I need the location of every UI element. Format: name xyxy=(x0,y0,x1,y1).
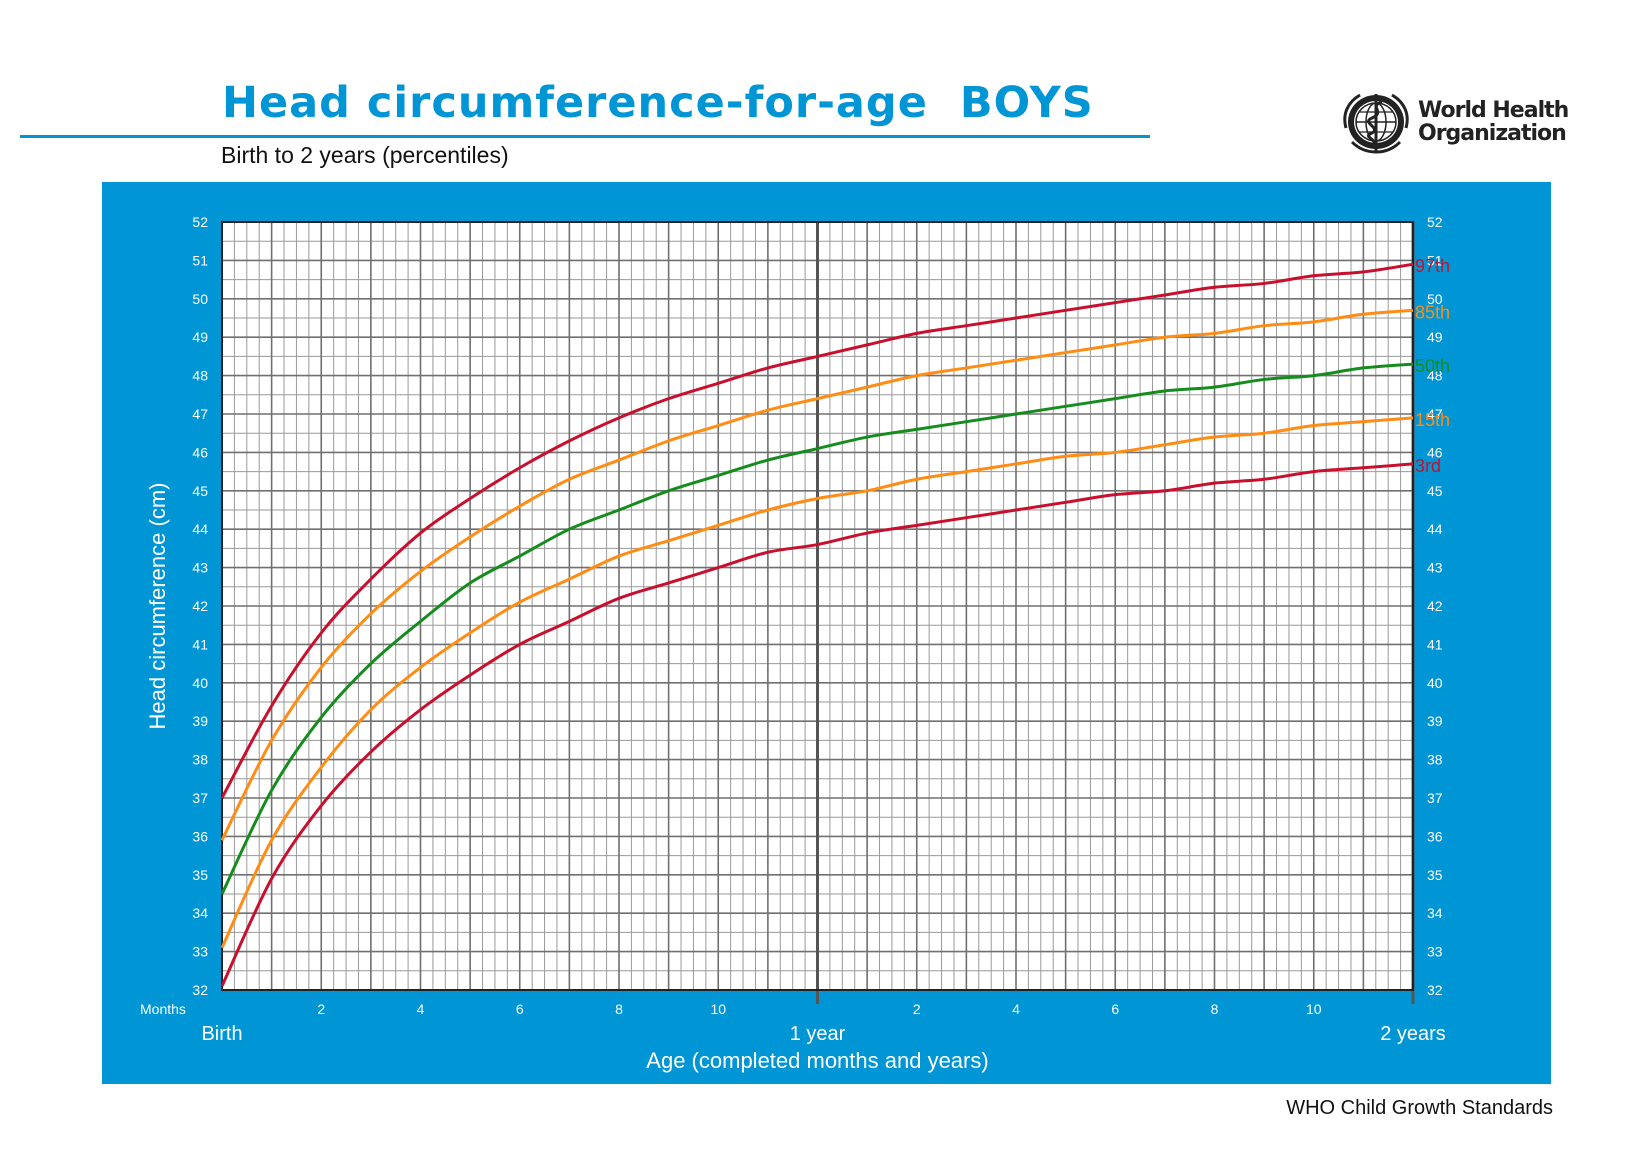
y-axis-title: Head circumference (cm) xyxy=(145,483,170,730)
x-tick-label: 10 xyxy=(710,1001,726,1017)
series-label-15th: 15th xyxy=(1415,410,1450,430)
series-line-50th xyxy=(220,362,1414,895)
x-major-label: 2 years xyxy=(1380,1023,1446,1045)
title-underline xyxy=(20,135,1150,138)
series-line-85th xyxy=(220,308,1414,841)
y-tick-label-left: 50 xyxy=(192,291,208,307)
y-tick-label-left: 36 xyxy=(192,828,208,844)
y-tick-label-right: 41 xyxy=(1427,636,1443,652)
y-tick-label-right: 52 xyxy=(1427,214,1443,230)
series-line-15th xyxy=(220,416,1414,949)
y-tick-label-right: 46 xyxy=(1427,444,1443,460)
y-tick-label-right: 49 xyxy=(1427,329,1443,345)
who-name-line2: Organization xyxy=(1418,121,1567,146)
y-tick-label-left: 49 xyxy=(192,329,208,345)
x-major-label: 1 year xyxy=(790,1023,846,1045)
chart-subtitle: Birth to 2 years (percentiles) xyxy=(221,142,509,168)
who-logo: World Health Organization xyxy=(1338,88,1569,158)
y-tick-label-left: 45 xyxy=(192,483,208,499)
series-label-97th: 97th xyxy=(1415,256,1450,276)
y-tick-label-left: 41 xyxy=(192,636,208,652)
y-tick-label-right: 37 xyxy=(1427,790,1443,806)
y-tick-label-left: 52 xyxy=(192,214,208,230)
x-tick-label: 2 xyxy=(317,1001,325,1017)
x-major-label: Birth xyxy=(201,1023,242,1045)
y-tick-label-right: 33 xyxy=(1427,944,1443,960)
y-tick-label-left: 35 xyxy=(192,867,208,883)
y-tick-label-left: 37 xyxy=(192,790,208,806)
y-tick-label-left: 32 xyxy=(192,982,208,998)
y-tick-label-right: 48 xyxy=(1427,368,1443,384)
series-label-85th: 85th xyxy=(1415,302,1450,322)
y-tick-label-left: 46 xyxy=(192,444,208,460)
who-name-line1: World Health xyxy=(1418,98,1569,123)
series-label-3rd: 3rd xyxy=(1415,456,1441,476)
y-tick-label-right: 45 xyxy=(1427,483,1443,499)
y-tick-label-right: 47 xyxy=(1427,406,1443,422)
x-tick-label: 8 xyxy=(1211,1001,1219,1017)
series-line-97th xyxy=(220,262,1414,799)
x-tick-label: 8 xyxy=(615,1001,623,1017)
y-tick-label-right: 32 xyxy=(1427,982,1443,998)
series-line-3rd xyxy=(220,462,1414,987)
y-tick-label-right: 38 xyxy=(1427,752,1443,768)
y-tick-label-left: 44 xyxy=(192,521,208,537)
x-tick-label: 4 xyxy=(1012,1001,1020,1017)
x-axis-title: Age (completed months and years) xyxy=(646,1048,988,1073)
plot-border xyxy=(221,221,1414,991)
x-tick-label: 4 xyxy=(417,1001,425,1017)
series-label-50th: 50th xyxy=(1415,356,1450,376)
y-tick-label-left: 48 xyxy=(192,368,208,384)
footer-text: WHO Child Growth Standards xyxy=(1286,1097,1553,1119)
y-tick-label-right: 44 xyxy=(1427,521,1443,537)
y-tick-label-left: 51 xyxy=(192,252,208,268)
y-tick-label-left: 33 xyxy=(192,944,208,960)
y-tick-label-left: 39 xyxy=(192,713,208,729)
y-tick-label-right: 35 xyxy=(1427,867,1443,883)
y-tick-label-right: 51 xyxy=(1427,252,1443,268)
chart-panel: 32 32 33 33 34 34 35 35 36 36 37 37 38 38 39 39 40 40 41 41… xyxy=(102,182,1551,1084)
x-tick-label: 6 xyxy=(516,1001,524,1017)
x-units-label: Months xyxy=(140,1001,186,1017)
x-tick-label: 2 xyxy=(913,1001,921,1017)
y-tick-label-left: 43 xyxy=(192,560,208,576)
x-tick-label: 10 xyxy=(1306,1001,1322,1017)
x-tick-label: 6 xyxy=(1111,1001,1119,1017)
chart-title: Head circumference-for-age BOYS xyxy=(222,78,1094,128)
y-tick-label-left: 42 xyxy=(192,598,208,614)
y-tick-label-right: 43 xyxy=(1427,560,1443,576)
y-tick-label-right: 39 xyxy=(1427,713,1443,729)
y-tick-label-right: 36 xyxy=(1427,828,1443,844)
y-tick-label-left: 40 xyxy=(192,675,208,691)
y-tick-label-left: 34 xyxy=(192,905,208,921)
y-tick-label-left: 47 xyxy=(192,406,208,422)
y-tick-label-right: 34 xyxy=(1427,905,1443,921)
y-tick-label-right: 40 xyxy=(1427,675,1443,691)
who-emblem-icon xyxy=(1343,93,1409,154)
y-tick-label-left: 38 xyxy=(192,752,208,768)
y-tick-label-right: 42 xyxy=(1427,598,1443,614)
y-tick-label-right: 50 xyxy=(1427,291,1443,307)
